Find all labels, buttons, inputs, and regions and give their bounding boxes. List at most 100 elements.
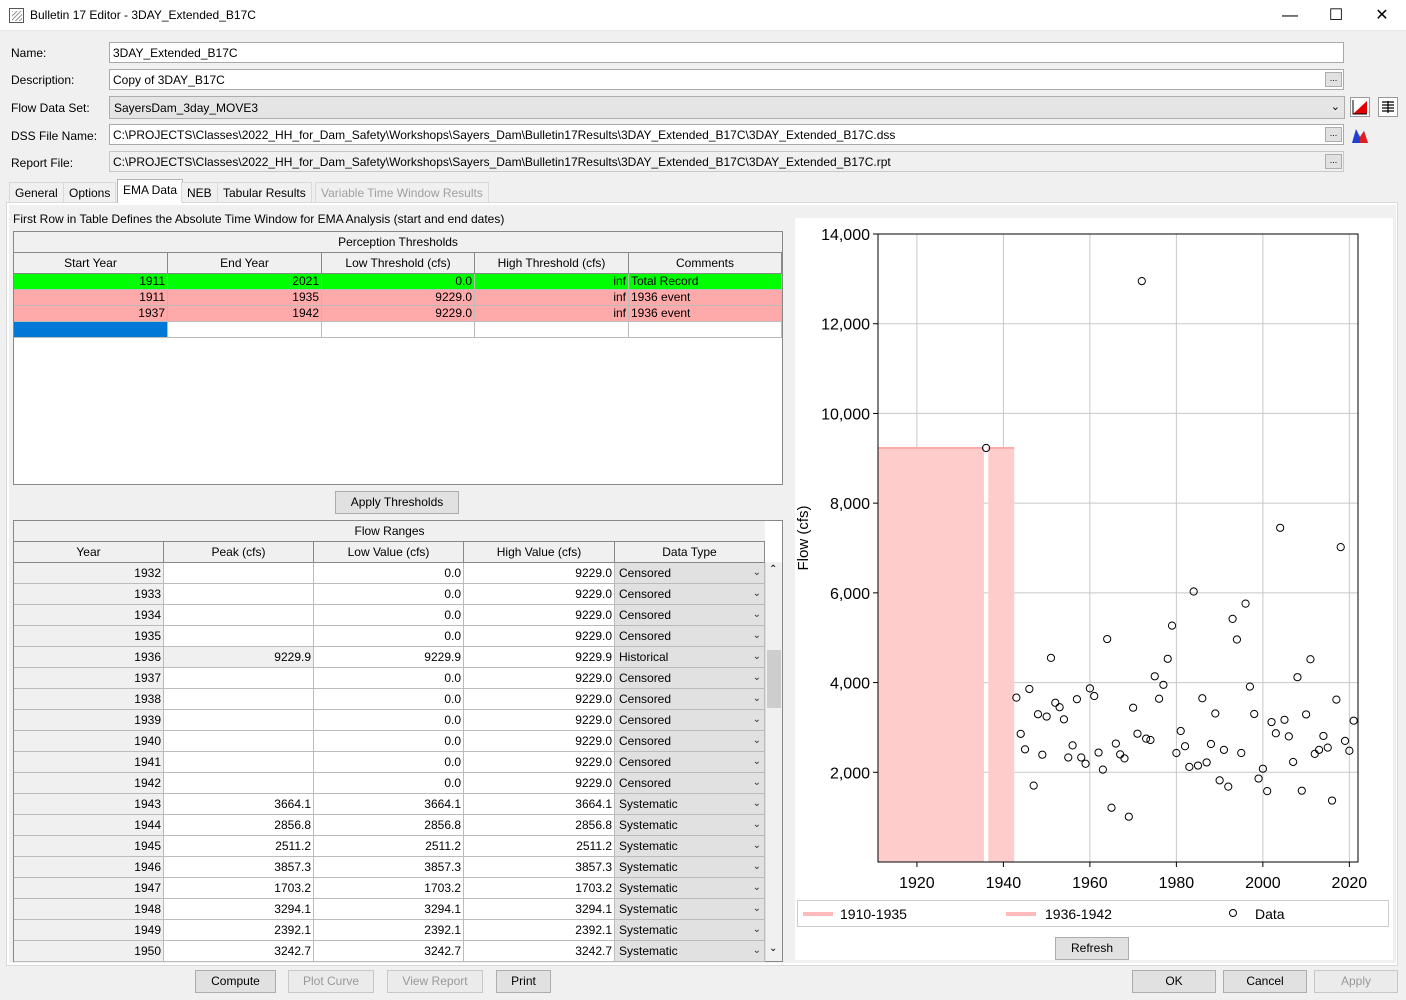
perception-cell[interactable]: 2021 <box>168 274 322 290</box>
data-type-select[interactable]: Censored ⌄ <box>615 626 765 647</box>
data-type-select[interactable]: Censored ⌄ <box>615 731 765 752</box>
flow-range-cell[interactable]: 0.0 <box>314 563 464 584</box>
perception-cell[interactable]: Total Record <box>629 274 782 290</box>
flow-range-cell[interactable]: 2392.1 <box>464 920 615 941</box>
flow-range-cell[interactable] <box>164 731 314 752</box>
flow-range-cell[interactable]: 2392.1 <box>314 920 464 941</box>
flow-range-cell[interactable]: 0.0 <box>314 752 464 773</box>
flow-range-cell[interactable]: 2511.2 <box>464 836 615 857</box>
data-type-select[interactable]: Censored ⌄ <box>615 605 765 626</box>
scrollbar-thumb[interactable] <box>767 650 781 708</box>
flow-range-cell[interactable]: 0.0 <box>314 731 464 752</box>
perception-cell[interactable]: 9229.0 <box>322 306 475 322</box>
tab-options[interactable]: Options <box>63 182 117 202</box>
dss-chart-icon[interactable] <box>1350 125 1370 145</box>
perception-cell[interactable]: inf <box>475 274 629 290</box>
flow-range-cell[interactable]: 3857.3 <box>464 857 615 878</box>
flow-range-cell[interactable]: 9229.0 <box>464 668 615 689</box>
flow-range-cell[interactable]: 3294.1 <box>164 899 314 920</box>
perception-cell[interactable]: inf <box>475 290 629 306</box>
flow-range-cell[interactable] <box>164 773 314 794</box>
flow-range-cell[interactable]: 3664.1 <box>314 794 464 815</box>
flow-data-set-select[interactable]: SayersDam_3day_MOVE3 ⌄ <box>109 96 1345 119</box>
print-button[interactable]: Print <box>496 970 551 993</box>
refresh-button[interactable]: Refresh <box>1055 937 1129 960</box>
tab-neb[interactable]: NEB <box>181 182 218 202</box>
tab-ema-data[interactable]: EMA Data <box>117 179 184 203</box>
flow-range-cell[interactable]: 0.0 <box>314 668 464 689</box>
perception-cell[interactable]: 1911 <box>14 274 168 290</box>
perception-cell[interactable]: 0.0 <box>322 274 475 290</box>
flow-range-cell[interactable]: 3664.1 <box>464 794 615 815</box>
report-browse-button[interactable]: ... <box>1325 154 1342 169</box>
flow-range-cell[interactable]: 3857.3 <box>314 857 464 878</box>
flow-range-cell[interactable]: 0.0 <box>314 584 464 605</box>
flow-range-cell[interactable] <box>164 605 314 626</box>
perception-cell[interactable]: 1942 <box>168 306 322 322</box>
perception-cell[interactable]: 1936 event <box>629 290 782 306</box>
perception-cell[interactable]: 1937 <box>14 306 168 322</box>
data-type-select[interactable]: Censored ⌄ <box>615 563 765 584</box>
flow-range-cell[interactable] <box>164 563 314 584</box>
name-input[interactable]: 3DAY_Extended_B17C <box>109 42 1344 63</box>
flow-range-cell[interactable]: 3664.1 <box>164 794 314 815</box>
close-button[interactable]: ✕ <box>1375 7 1389 24</box>
flow-range-cell[interactable]: 1703.2 <box>164 878 314 899</box>
minimize-button[interactable]: — <box>1282 7 1298 24</box>
perception-new-row-cell[interactable] <box>168 322 322 338</box>
scroll-down-icon[interactable]: ⌄ <box>769 943 778 954</box>
flow-range-cell[interactable]: 1703.2 <box>464 878 615 899</box>
flow-range-cell[interactable] <box>164 668 314 689</box>
flow-ranges-scrollbar[interactable]: ⌃ ⌄ <box>765 562 782 961</box>
flow-range-cell[interactable]: 9229.0 <box>464 731 615 752</box>
dss-file-input[interactable]: C:\PROJECTS\Classes\2022_HH_for_Dam_Safe… <box>109 124 1344 145</box>
data-type-select[interactable]: Censored ⌄ <box>615 689 765 710</box>
flow-range-cell[interactable]: 9229.0 <box>464 605 615 626</box>
flow-range-cell[interactable]: 3242.7 <box>464 941 615 962</box>
data-type-select[interactable]: Systematic ⌄ <box>615 920 765 941</box>
flow-range-cell[interactable]: 0.0 <box>314 710 464 731</box>
flow-range-cell[interactable] <box>164 626 314 647</box>
perception-cell[interactable]: 1911 <box>14 290 168 306</box>
flow-range-cell[interactable]: 1703.2 <box>314 878 464 899</box>
scroll-up-icon[interactable]: ⌃ <box>769 564 778 575</box>
dss-browse-button[interactable]: ... <box>1325 127 1342 142</box>
perception-new-row-cell[interactable] <box>475 322 629 338</box>
flow-range-cell[interactable]: 9229.9 <box>464 647 615 668</box>
data-type-select[interactable]: Systematic ⌄ <box>615 794 765 815</box>
flow-range-cell[interactable]: 2511.2 <box>164 836 314 857</box>
flow-range-cell[interactable]: 0.0 <box>314 626 464 647</box>
flow-range-cell[interactable] <box>164 689 314 710</box>
flow-range-cell[interactable] <box>164 752 314 773</box>
plot-icon[interactable] <box>1350 97 1370 117</box>
perception-cell[interactable]: inf <box>475 306 629 322</box>
tab-general[interactable]: General <box>9 182 64 202</box>
flow-range-cell[interactable]: 2511.2 <box>314 836 464 857</box>
perception-cell[interactable]: 9229.0 <box>322 290 475 306</box>
compute-button[interactable]: Compute <box>195 970 276 993</box>
flow-range-cell[interactable]: 9229.0 <box>464 584 615 605</box>
flow-range-cell[interactable]: 3857.3 <box>164 857 314 878</box>
report-file-input[interactable]: C:\PROJECTS\Classes\2022_HH_for_Dam_Safe… <box>109 151 1344 172</box>
flow-range-cell[interactable]: 0.0 <box>314 605 464 626</box>
description-input[interactable]: Copy of 3DAY_B17C <box>109 69 1344 90</box>
flow-range-cell[interactable]: 3242.7 <box>314 941 464 962</box>
flow-range-cell[interactable]: 0.0 <box>314 689 464 710</box>
perception-cell[interactable]: 1935 <box>168 290 322 306</box>
flow-range-cell[interactable]: 9229.9 <box>314 647 464 668</box>
flow-range-cell[interactable]: 3242.7 <box>164 941 314 962</box>
flow-range-cell[interactable]: 9229.0 <box>464 752 615 773</box>
flow-range-cell[interactable]: 9229.0 <box>464 773 615 794</box>
flow-range-cell[interactable]: 2856.8 <box>314 815 464 836</box>
ok-button[interactable]: OK <box>1132 970 1216 993</box>
flow-range-cell[interactable]: 3294.1 <box>464 899 615 920</box>
perception-cell[interactable]: 1936 event <box>629 306 782 322</box>
tab-tabular-results[interactable]: Tabular Results <box>217 182 312 202</box>
data-type-select[interactable]: Systematic ⌄ <box>615 836 765 857</box>
flow-range-cell[interactable] <box>164 584 314 605</box>
maximize-button[interactable]: ☐ <box>1328 7 1344 24</box>
data-type-select[interactable]: Censored ⌄ <box>615 668 765 689</box>
data-type-select[interactable]: Systematic ⌄ <box>615 857 765 878</box>
flow-range-cell[interactable]: 3294.1 <box>314 899 464 920</box>
flow-range-cell[interactable]: 0.0 <box>314 773 464 794</box>
